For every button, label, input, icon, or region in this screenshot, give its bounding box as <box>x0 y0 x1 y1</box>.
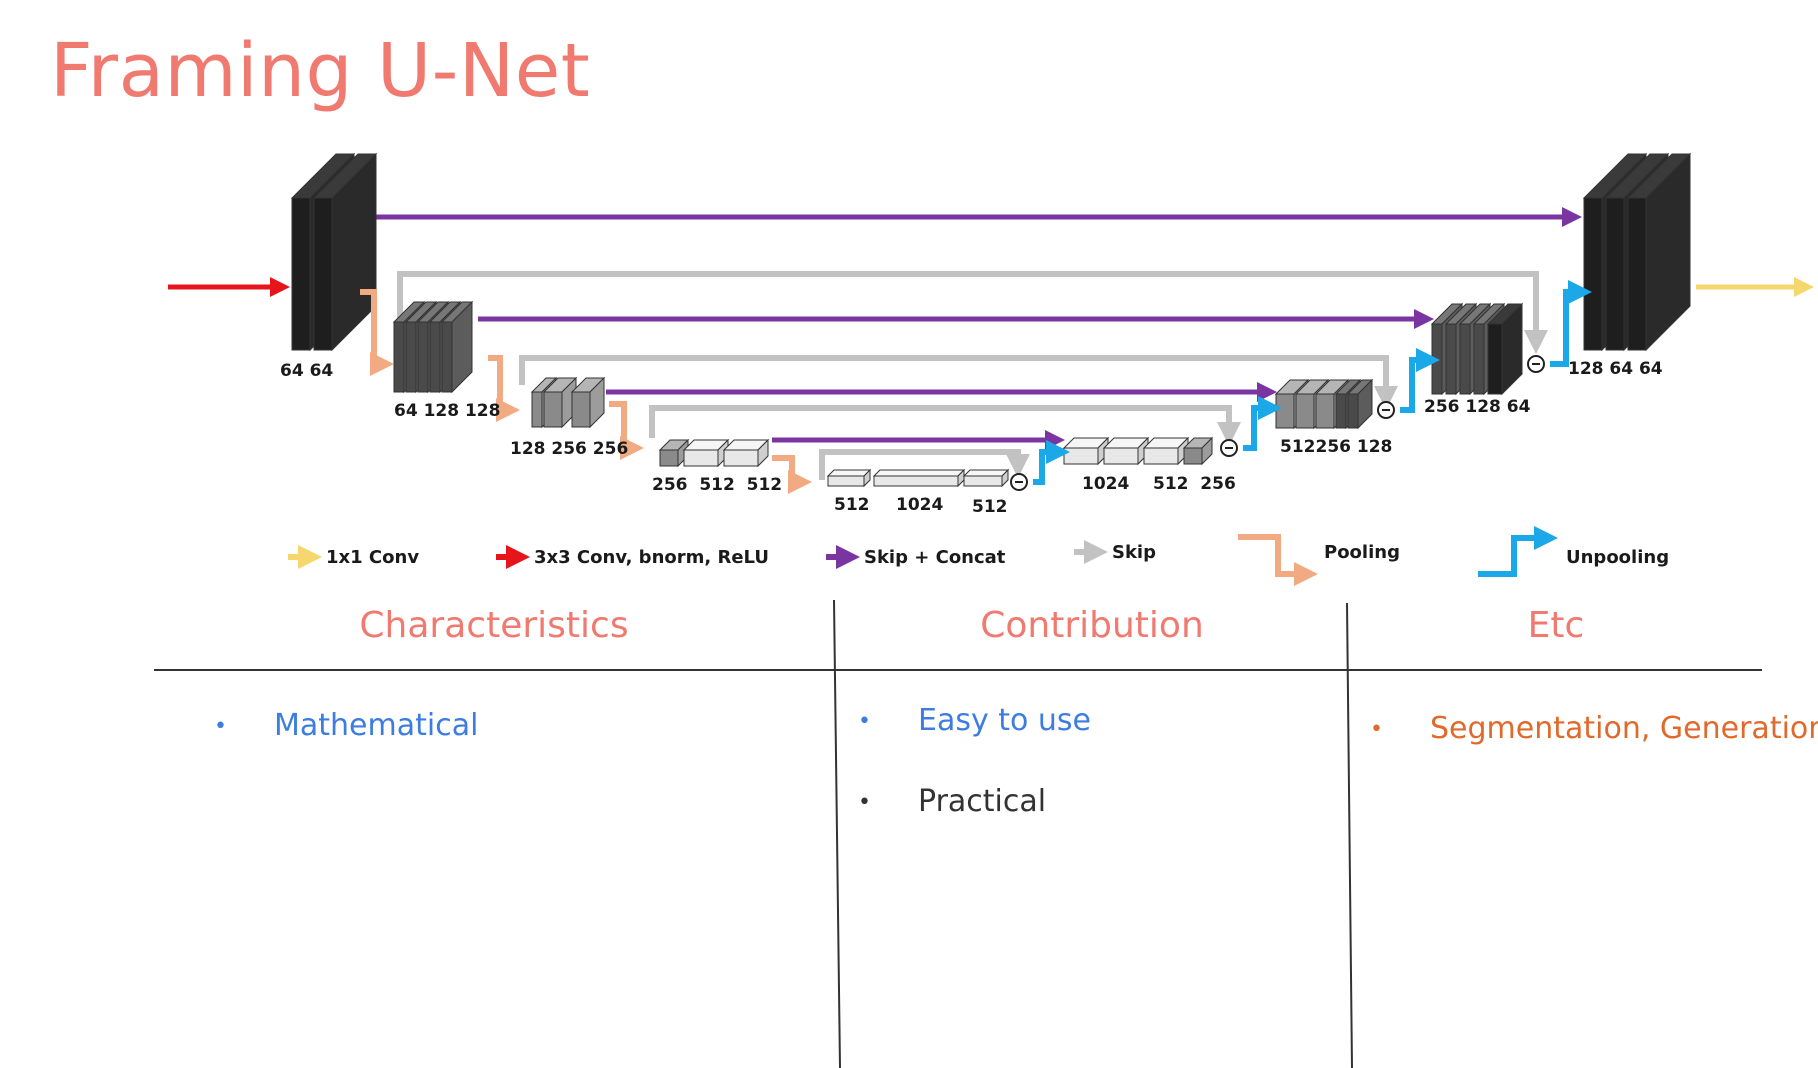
enc4-slab <box>722 438 770 468</box>
skip-arrow-level4 <box>819 449 1030 480</box>
legend-skip-label: Skip <box>1112 542 1156 563</box>
column-divider-1 <box>833 599 841 1068</box>
legend-conv1x1-label: 1x1 Conv <box>326 547 419 568</box>
bullet-dot-icon: • <box>214 713 227 739</box>
minus-node-icon <box>1377 401 1395 419</box>
bullet-dot-icon: • <box>858 708 871 734</box>
unpooling-arrow-2 <box>1400 348 1440 413</box>
enc1-dims: 64 64 <box>280 361 333 381</box>
legend-item-unpooling: Unpooling <box>1478 526 1669 577</box>
legend-pooling-swatch <box>1238 534 1318 586</box>
table-lines <box>154 599 1762 1068</box>
enc4-dims: 256 512 512 <box>652 475 782 495</box>
bullet-item: • Practical <box>858 787 1046 817</box>
legend: 1x1 Conv 3x3 Conv, bnorm, ReLU Skip + Co… <box>288 526 1669 586</box>
column-heading-characteristics: Characteristics <box>359 605 629 646</box>
legend-item-conv1x1: 1x1 Conv <box>288 545 419 569</box>
bullet-dot-icon: • <box>858 789 871 815</box>
skip-arrow-level2 <box>519 355 1398 410</box>
unpooling-arrows <box>1033 280 1592 485</box>
dec4-slab <box>1142 436 1190 466</box>
dec4-dims: 1024 512 256 <box>1082 474 1236 494</box>
enc4-slab <box>658 438 690 468</box>
legend-item-conv3x3: 3x3 Conv, bnorm, ReLU <box>496 545 769 569</box>
legend-skip-concat-label: Skip + Concat <box>864 547 1006 568</box>
bottom-left-dims: 512 <box>834 495 870 515</box>
unpooling-arrow-3 <box>1243 396 1282 451</box>
bottom-mid-dims: 1024 <box>896 495 943 515</box>
minus-node-icon <box>1220 439 1238 457</box>
legend-pooling-label: Pooling <box>1324 542 1400 563</box>
bullet-item: • Easy to use <box>858 706 1091 736</box>
bottleneck-slab <box>826 468 872 488</box>
bullet-dot-icon: • <box>1370 716 1383 742</box>
dec4-slab <box>1062 436 1110 466</box>
legend-conv3x3-label: 3x3 Conv, bnorm, ReLU <box>534 547 769 568</box>
legend-unpooling-swatch <box>1478 526 1558 577</box>
dec2-dims: 256 128 64 <box>1424 397 1531 417</box>
enc3-dims: 128 256 256 <box>510 439 628 459</box>
legend-item-skip-concat: Skip + Concat <box>826 545 1006 569</box>
pooling-arrow-3 <box>609 401 644 460</box>
bottleneck-slab <box>872 468 966 488</box>
bottleneck-slab <box>962 468 1010 488</box>
column-heading-etc: Etc <box>1527 605 1585 646</box>
slide-title: Framing U-Net <box>50 28 591 114</box>
legend-item-skip: Skip <box>1074 540 1156 564</box>
pooling-arrows <box>360 289 812 494</box>
enc3-slab <box>542 376 578 429</box>
dec4-slab <box>1182 436 1214 466</box>
legend-item-pooling: Pooling <box>1238 534 1400 586</box>
channel-labels: 64 64 64 128 128 128 256 256 256 512 512… <box>280 359 1663 517</box>
dec2-slab <box>1486 302 1524 396</box>
minus-node-icon <box>1010 473 1028 491</box>
dec1-slab <box>1626 152 1692 352</box>
dec1-dims: 128 64 64 <box>1568 359 1663 379</box>
unpooling-arrow-1 <box>1550 280 1592 367</box>
bullet-text: Easy to use <box>918 703 1092 738</box>
dec4-slab <box>1102 436 1150 466</box>
skip-concat-connections <box>360 207 1582 450</box>
minus-node-icon <box>1527 355 1545 373</box>
column-heading-contribution: Contribution <box>980 605 1204 646</box>
pooling-arrow-2 <box>488 355 520 422</box>
bullet-text: Practical <box>918 784 1047 819</box>
bullet-text: Segmentation, Generation <box>1430 711 1818 746</box>
feature-map-blocks <box>290 152 1692 488</box>
pooling-arrow-1 <box>360 289 394 376</box>
enc4-slab <box>682 438 730 468</box>
bullet-item: • Segmentation, Generation <box>1370 714 1818 744</box>
pooling-arrow-4 <box>772 455 812 494</box>
unpooling-arrow-4 <box>1033 440 1070 485</box>
enc2-dims: 64 128 128 <box>394 401 500 421</box>
enc3-slab <box>570 376 606 429</box>
legend-unpooling-label: Unpooling <box>1566 547 1669 568</box>
bullet-text: Mathematical <box>274 708 479 743</box>
skip-arrow-level3 <box>649 405 1241 446</box>
dec3-slab <box>1346 378 1374 430</box>
column-divider-2 <box>1346 602 1353 1068</box>
dec3-dims: 512256 128 <box>1280 437 1392 457</box>
enc2-slab <box>440 300 474 394</box>
bullet-item: • Mathematical <box>214 711 478 741</box>
subtraction-nodes <box>1010 355 1545 491</box>
bottom-right-dims: 512 <box>972 497 1008 517</box>
